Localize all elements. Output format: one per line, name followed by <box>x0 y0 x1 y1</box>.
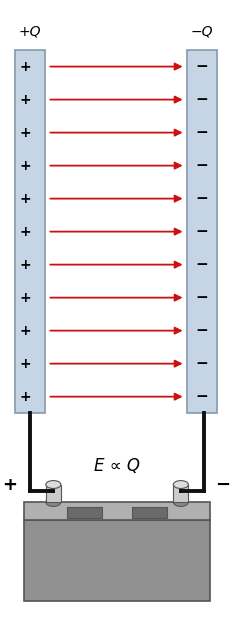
Text: +: + <box>20 126 31 140</box>
Text: +: + <box>20 389 31 404</box>
Text: +: + <box>20 192 31 205</box>
Text: −: − <box>195 290 208 305</box>
Text: −: − <box>195 191 208 206</box>
Text: +: + <box>20 93 31 106</box>
Bar <box>187 50 217 413</box>
Text: −: − <box>195 356 208 371</box>
Text: −: − <box>195 59 208 74</box>
Text: +: + <box>20 290 31 305</box>
Text: −: − <box>215 476 230 494</box>
Text: −: − <box>195 389 208 404</box>
Text: +: + <box>20 225 31 239</box>
Text: +: + <box>20 324 31 337</box>
Text: −: − <box>195 224 208 239</box>
Text: +: + <box>2 476 17 494</box>
Text: +: + <box>20 59 31 74</box>
Ellipse shape <box>46 498 61 506</box>
Text: −: − <box>195 323 208 338</box>
Text: E ∝ Q: E ∝ Q <box>94 458 140 475</box>
Bar <box>132 507 167 518</box>
Ellipse shape <box>46 481 61 488</box>
Text: −: − <box>195 158 208 173</box>
Bar <box>24 520 210 601</box>
Ellipse shape <box>173 481 188 488</box>
Bar <box>46 485 61 502</box>
Text: −: − <box>195 92 208 107</box>
Bar <box>173 485 188 502</box>
Text: −: − <box>195 257 208 272</box>
Bar <box>15 50 45 413</box>
Ellipse shape <box>173 498 188 506</box>
Text: +Q: +Q <box>19 25 41 39</box>
Text: −Q: −Q <box>190 25 213 39</box>
Bar <box>24 502 210 520</box>
Text: +: + <box>20 258 31 272</box>
Text: +: + <box>20 158 31 173</box>
Bar <box>67 507 102 518</box>
Text: −: − <box>195 125 208 140</box>
Text: +: + <box>20 357 31 371</box>
